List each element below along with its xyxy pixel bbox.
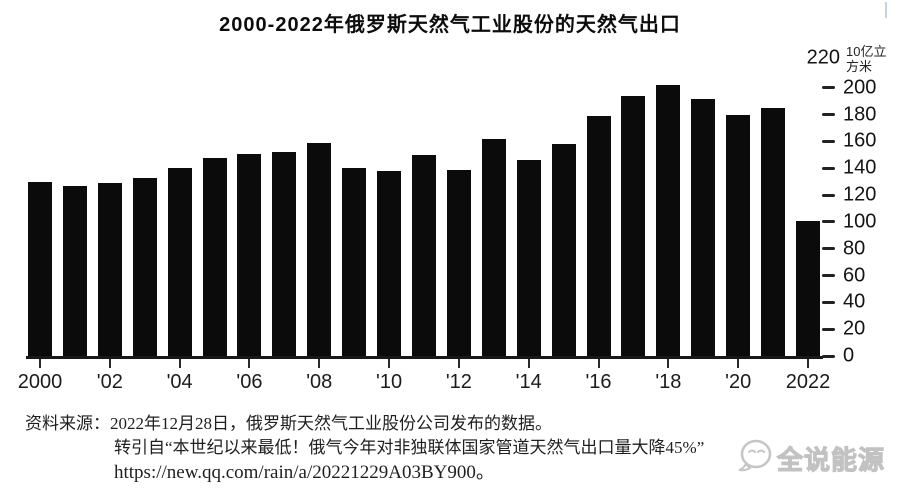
x-label-2008: '08 — [306, 371, 333, 393]
bar-2011 — [411, 154, 436, 356]
corner-artifact-line — [885, 2, 887, 18]
bar-2021 — [761, 107, 786, 356]
bar-2007 — [272, 152, 297, 356]
y-label-0: 0 — [843, 344, 855, 367]
x-label-2014: '14 — [515, 371, 542, 393]
chart-title: 2000-2022年俄罗斯天然气工业股份的天然气出口 — [219, 14, 681, 36]
y-tick-120 — [822, 193, 835, 197]
x-tick-2018 — [667, 359, 670, 368]
y-tick-180 — [822, 113, 835, 117]
bar-2001 — [62, 185, 87, 356]
y-label-20: 20 — [843, 317, 866, 340]
bar-2004 — [167, 168, 192, 356]
y-label-160: 160 — [843, 129, 877, 152]
bar-2018 — [656, 85, 681, 356]
x-label-2022: 2022 — [785, 371, 831, 393]
source-line-1: 资料来源：2022年12月28日，俄罗斯天然气工业股份公司发布的数据。 — [25, 414, 552, 433]
x-label-2010: '10 — [376, 371, 403, 393]
watermark: 全说能源 — [735, 438, 885, 479]
x-tick-2014 — [527, 359, 530, 368]
y-tick-40 — [822, 300, 835, 304]
bar-2008 — [307, 142, 332, 356]
y-axis-unit-line2: 方米 — [846, 59, 873, 74]
bar-2005 — [202, 157, 227, 356]
bar-2020 — [726, 114, 751, 356]
source-line-2: 转引自“本世纪以来最低！俄气今年对非独联体国家管道天然气出口量大降45%” — [114, 438, 705, 457]
y-tick-200 — [822, 86, 835, 90]
y-label-140: 140 — [843, 156, 877, 179]
x-label-2004: '04 — [166, 371, 193, 393]
y-tick-60 — [822, 274, 835, 278]
x-tick-2022 — [807, 359, 809, 368]
bar-2014 — [516, 160, 541, 356]
bar-2006 — [237, 153, 262, 356]
bar-2002 — [97, 183, 122, 356]
y-label-80: 80 — [843, 237, 866, 260]
bar-2010 — [377, 170, 402, 356]
x-tick-2002 — [108, 359, 111, 368]
x-label-2002: '02 — [96, 371, 123, 393]
y-label-40: 40 — [843, 290, 866, 313]
x-tick-2000 — [39, 359, 41, 368]
x-tick-2016 — [597, 359, 600, 368]
y-axis-unit-label: 10亿立 方米 — [846, 44, 886, 74]
y-tick-80 — [822, 247, 835, 251]
x-tick-2020 — [737, 359, 740, 368]
bar-2012 — [446, 169, 471, 356]
bar-2022 — [795, 220, 820, 356]
y-tick-140 — [822, 166, 835, 170]
y-axis-max-label: 220 — [806, 46, 840, 69]
y-axis-unit-line1: 10亿立 — [846, 44, 887, 59]
x-label-2018: '18 — [655, 371, 682, 393]
bar-2015 — [551, 144, 576, 356]
bar-2017 — [621, 95, 646, 356]
x-axis-line — [26, 356, 823, 359]
x-label-2020: '20 — [725, 371, 752, 393]
bar-2000 — [28, 181, 52, 356]
bar-2016 — [586, 115, 611, 356]
y-label-120: 120 — [843, 183, 877, 206]
watermark-text: 全说能源 — [776, 445, 886, 476]
x-tick-2012 — [457, 359, 460, 368]
y-tick-160 — [822, 139, 835, 143]
x-label-2012: '12 — [445, 371, 472, 393]
y-label-180: 180 — [843, 103, 877, 126]
source-url: https://new.qq.com/rain/a/20221229A03BY9… — [114, 462, 495, 483]
y-tick-20 — [822, 327, 835, 331]
bar-2013 — [481, 138, 506, 356]
chart-plot — [28, 61, 820, 356]
bar-2003 — [132, 177, 157, 356]
x-tick-2010 — [388, 359, 391, 368]
y-label-100: 100 — [843, 210, 877, 233]
speech-bubble-logo-icon — [735, 438, 775, 479]
x-label-2000: 2000 — [17, 371, 63, 393]
x-tick-2006 — [248, 359, 251, 368]
y-tick-100 — [822, 220, 835, 224]
bar-2009 — [342, 168, 367, 356]
bar-2019 — [691, 98, 716, 356]
x-tick-2008 — [318, 359, 321, 368]
y-tick-0 — [822, 354, 835, 358]
x-tick-2004 — [178, 359, 181, 368]
x-label-2006: '06 — [236, 371, 263, 393]
y-label-200: 200 — [843, 76, 877, 99]
y-label-60: 60 — [843, 264, 866, 287]
x-label-2016: '16 — [585, 371, 612, 393]
